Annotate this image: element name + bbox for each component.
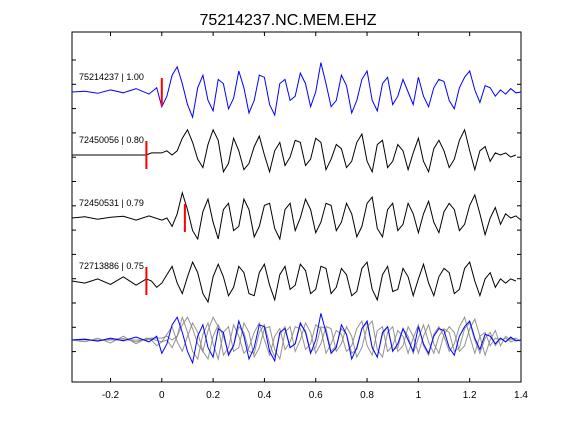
x-tick-label: -0.2 bbox=[102, 390, 120, 401]
x-tick-labels: -0.2 0 0.2 0.4 0.6 0.8 1 1.2 1.4 bbox=[102, 390, 529, 401]
x-tick-label: 1.2 bbox=[463, 390, 477, 401]
trace-label-72713886: 72713886 | 0.75 bbox=[79, 261, 144, 271]
x-tick-label: 1 bbox=[416, 390, 422, 401]
stack-trace-72450056 bbox=[72, 315, 517, 357]
trace-75214237 bbox=[71, 62, 522, 120]
stack-trace-75214237 bbox=[71, 313, 522, 365]
stack-trace-72450531 bbox=[71, 315, 522, 361]
x-tick-label: 0.4 bbox=[257, 390, 271, 401]
trace-labels: 75214237 | 1.00 72450056 | 0.80 72450531 |… bbox=[79, 72, 144, 271]
trace-label-72450531: 72450531 | 0.79 bbox=[79, 198, 144, 208]
x-tick-label: 1.4 bbox=[514, 390, 528, 401]
trace-72713886 bbox=[71, 260, 517, 304]
trace-72450056 bbox=[72, 128, 517, 174]
trace-72450531 bbox=[71, 190, 522, 241]
stack-trace-72713886 bbox=[71, 321, 517, 361]
chart-title: 75214237.NC.MEM.EHZ bbox=[200, 12, 377, 29]
plot-frame bbox=[71, 31, 522, 383]
x-tick-label: 0.6 bbox=[309, 390, 323, 401]
x-tick-label: 0 bbox=[159, 390, 165, 401]
pick-markers bbox=[145, 78, 186, 295]
trace-label-72450056: 72450056 | 0.80 bbox=[79, 135, 144, 145]
stack-overlay bbox=[71, 313, 522, 365]
trace-label-75214237: 75214237 | 1.00 bbox=[79, 72, 144, 82]
x-tick-label: 0.8 bbox=[360, 390, 374, 401]
x-tick-label: 0.2 bbox=[206, 390, 220, 401]
traces-group bbox=[71, 62, 522, 304]
axis-ticks bbox=[72, 32, 522, 382]
